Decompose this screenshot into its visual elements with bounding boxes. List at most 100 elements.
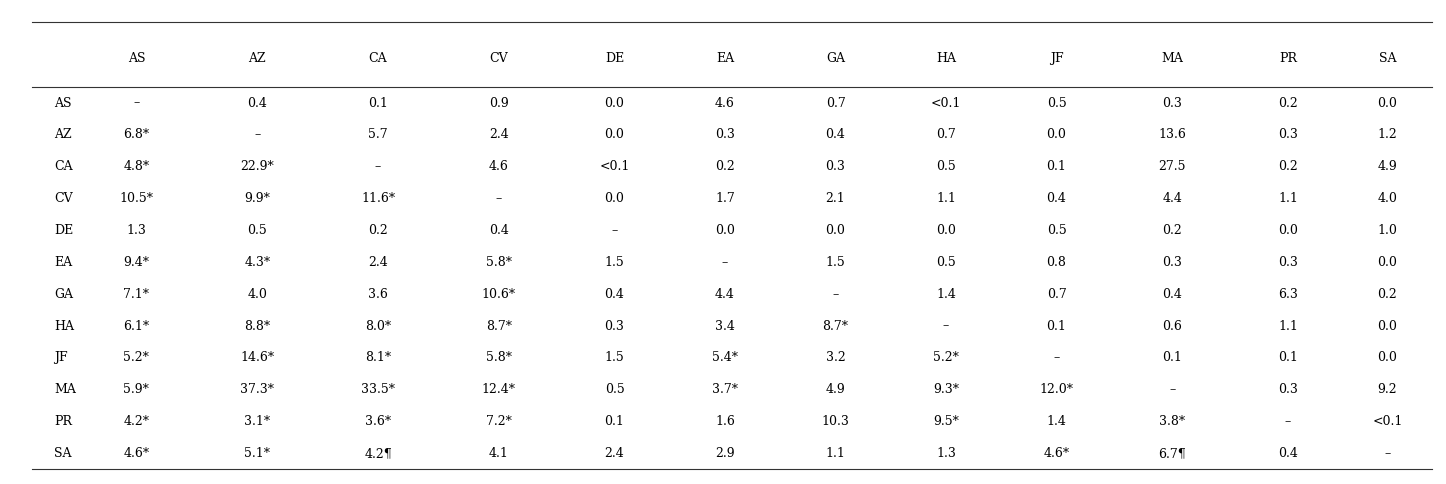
Text: 1.2: 1.2: [1378, 128, 1397, 141]
Text: 7.1*: 7.1*: [123, 287, 149, 301]
Text: 1.4: 1.4: [936, 287, 956, 301]
Text: –: –: [722, 256, 729, 269]
Text: 6.1*: 6.1*: [123, 319, 149, 333]
Text: MA: MA: [54, 383, 75, 396]
Text: CA: CA: [369, 52, 388, 64]
Text: AZ: AZ: [249, 52, 266, 64]
Text: 0.0: 0.0: [604, 192, 625, 205]
Text: –: –: [1384, 447, 1391, 460]
Text: 4.2¶: 4.2¶: [364, 447, 392, 460]
Text: 4.2*: 4.2*: [123, 415, 149, 428]
Text: –: –: [1284, 415, 1291, 428]
Text: –: –: [833, 287, 839, 301]
Text: 3.6: 3.6: [369, 287, 388, 301]
Text: 0.5: 0.5: [1047, 96, 1067, 109]
Text: 3.6*: 3.6*: [364, 415, 390, 428]
Text: 2.4: 2.4: [604, 447, 625, 460]
Text: 10.6*: 10.6*: [482, 287, 516, 301]
Text: 0.0: 0.0: [826, 224, 846, 237]
Text: 4.6: 4.6: [716, 96, 735, 109]
Text: 4.0: 4.0: [247, 287, 268, 301]
Text: 0.1: 0.1: [1278, 351, 1299, 364]
Text: <0.1: <0.1: [599, 160, 629, 173]
Text: 5.8*: 5.8*: [486, 256, 512, 269]
Text: 0.4: 0.4: [1047, 192, 1067, 205]
Text: EA: EA: [54, 256, 72, 269]
Text: 9.5*: 9.5*: [933, 415, 959, 428]
Text: 2.4: 2.4: [489, 128, 509, 141]
Text: 0.2: 0.2: [1278, 96, 1297, 109]
Text: 0.0: 0.0: [716, 224, 735, 237]
Text: 0.5: 0.5: [936, 256, 956, 269]
Text: 5.7: 5.7: [369, 128, 388, 141]
Text: CV: CV: [54, 192, 72, 205]
Text: 6.7¶: 6.7¶: [1158, 447, 1186, 460]
Text: 0.1: 0.1: [1163, 351, 1183, 364]
Text: 0.0: 0.0: [1378, 319, 1397, 333]
Text: 4.4: 4.4: [1163, 192, 1183, 205]
Text: GA: GA: [54, 287, 72, 301]
Text: 37.3*: 37.3*: [240, 383, 275, 396]
Text: JF: JF: [54, 351, 68, 364]
Text: 0.0: 0.0: [1047, 128, 1067, 141]
Text: 4.9: 4.9: [1378, 160, 1397, 173]
Text: 4.6*: 4.6*: [123, 447, 149, 460]
Text: 0.5: 0.5: [936, 160, 956, 173]
Text: 6.8*: 6.8*: [123, 128, 149, 141]
Text: 0.7: 0.7: [936, 128, 956, 141]
Text: AS: AS: [127, 52, 145, 64]
Text: 4.1: 4.1: [489, 447, 509, 460]
Text: 8.8*: 8.8*: [244, 319, 270, 333]
Text: 5.2*: 5.2*: [123, 351, 149, 364]
Text: DE: DE: [54, 224, 74, 237]
Text: 10.3: 10.3: [821, 415, 849, 428]
Text: 0.4: 0.4: [489, 224, 509, 237]
Text: 1.1: 1.1: [826, 447, 846, 460]
Text: 0.6: 0.6: [1163, 319, 1183, 333]
Text: 5.4*: 5.4*: [711, 351, 737, 364]
Text: –: –: [254, 128, 260, 141]
Text: –: –: [496, 192, 502, 205]
Text: CA: CA: [54, 160, 72, 173]
Text: 0.1: 0.1: [1047, 160, 1067, 173]
Text: 1.1: 1.1: [936, 192, 956, 205]
Text: 3.7*: 3.7*: [711, 383, 737, 396]
Text: HA: HA: [936, 52, 956, 64]
Text: 0.3: 0.3: [1163, 96, 1183, 109]
Text: 0.0: 0.0: [604, 96, 625, 109]
Text: 0.3: 0.3: [1278, 128, 1299, 141]
Text: 2.1: 2.1: [826, 192, 846, 205]
Text: 1.3: 1.3: [936, 447, 956, 460]
Text: 1.6: 1.6: [716, 415, 735, 428]
Text: 33.5*: 33.5*: [362, 383, 395, 396]
Text: 0.5: 0.5: [1047, 224, 1067, 237]
Text: 0.5: 0.5: [604, 383, 625, 396]
Text: 8.0*: 8.0*: [364, 319, 390, 333]
Text: 9.2: 9.2: [1378, 383, 1397, 396]
Text: 8.7*: 8.7*: [823, 319, 849, 333]
Text: 22.9*: 22.9*: [240, 160, 275, 173]
Text: 0.4: 0.4: [604, 287, 625, 301]
Text: 13.6: 13.6: [1158, 128, 1186, 141]
Text: 4.8*: 4.8*: [123, 160, 149, 173]
Text: 0.0: 0.0: [604, 128, 625, 141]
Text: 1.5: 1.5: [604, 256, 625, 269]
Text: 0.3: 0.3: [826, 160, 846, 173]
Text: 0.3: 0.3: [1278, 256, 1299, 269]
Text: 27.5: 27.5: [1158, 160, 1186, 173]
Text: MA: MA: [1161, 52, 1183, 64]
Text: CV: CV: [490, 52, 508, 64]
Text: 9.3*: 9.3*: [933, 383, 959, 396]
Text: 1.1: 1.1: [1278, 319, 1299, 333]
Text: 0.4: 0.4: [247, 96, 268, 109]
Text: 2.4: 2.4: [369, 256, 388, 269]
Text: 0.0: 0.0: [1278, 224, 1299, 237]
Text: JF: JF: [1050, 52, 1063, 64]
Text: 0.0: 0.0: [1378, 351, 1397, 364]
Text: 5.8*: 5.8*: [486, 351, 512, 364]
Text: DE: DE: [604, 52, 625, 64]
Text: 0.2: 0.2: [716, 160, 735, 173]
Text: 0.1: 0.1: [604, 415, 625, 428]
Text: 4.9: 4.9: [826, 383, 846, 396]
Text: 0.3: 0.3: [1163, 256, 1183, 269]
